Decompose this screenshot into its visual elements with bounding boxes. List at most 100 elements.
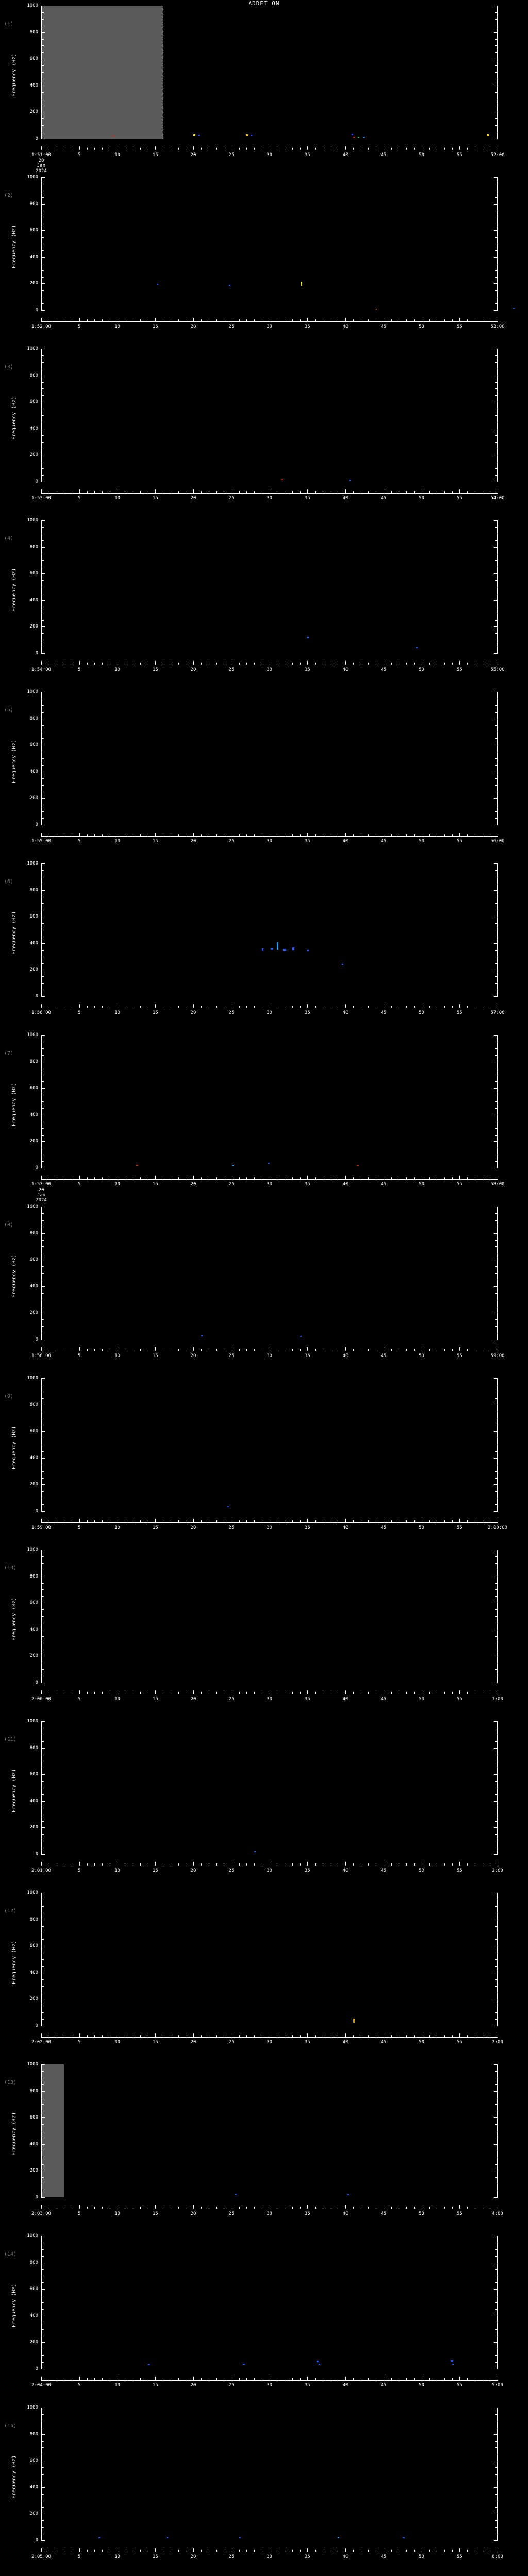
y-tick [495,2309,498,2310]
y-tick [495,1794,498,1795]
y-tick [41,2309,44,2310]
plot-area[interactable] [41,1550,498,1683]
y-tick [41,2302,44,2303]
y-tick [41,290,44,291]
plot-area[interactable] [41,2064,498,2198]
plot-area[interactable] [41,1035,498,1168]
y-tick [495,2414,498,2415]
x-tick [79,146,80,150]
x-tick [345,1519,346,1522]
x-tick [216,2207,217,2209]
x-tick [452,1520,453,1522]
plot-area[interactable] [41,2236,498,2369]
y-tick [41,785,44,786]
x-tick [87,2035,88,2037]
y-tick [495,1326,498,1327]
x-tick [307,318,308,321]
y-tick-label: 1000 [27,1204,38,1209]
x-tick-label: 45 [381,2040,387,2045]
x-tick [94,1520,95,1522]
x-tick [444,2207,445,2209]
spectrogram-panel: 1000 800 600 400 200 0 Frequency (Hz) (5) 1:55:0… [0,689,528,863]
x-tick-label: 57:00 [490,1010,505,1015]
x-tick [300,1863,301,1866]
y-tick-label: 1000 [27,861,38,866]
y-tick [494,1233,498,1234]
y-tick [41,2256,44,2257]
y-tick [495,963,498,964]
plot-area[interactable] [41,863,498,997]
plot-area[interactable] [41,6,498,139]
x-tick [201,1177,202,1179]
panel-index-label: (5) [4,707,14,713]
plot-area[interactable] [41,177,515,311]
x-tick-label: 5 [78,1353,81,1359]
x-tick [452,1863,453,1866]
x-tick-label: 5 [78,1525,81,1530]
y-tick [495,811,498,812]
plot-area[interactable] [41,692,498,825]
y-tick [41,1741,44,1742]
y-tick [41,19,44,20]
x-tick [406,1349,407,1351]
x-tick [79,2377,80,2380]
x-tick [459,661,460,665]
y-tick [41,1471,44,1472]
y-tick [41,1596,44,1597]
x-tick-label: 5 [78,667,81,672]
y-tick [41,2012,44,2013]
plot-area[interactable] [41,1378,498,1512]
y-tick [494,520,498,521]
plot-area[interactable] [41,2408,498,2541]
plot-area[interactable] [41,1721,498,1855]
y-axis-label: Frequency (Hz) [11,1597,17,1641]
x-tick-label: 55 [456,1697,463,1702]
x-tick-label: 45 [381,152,387,158]
panel-index-label: (15) [4,2423,17,2429]
y-axis-label: Frequency (Hz) [11,911,17,955]
y-tick-label: 800 [29,544,38,550]
x-tick [94,663,95,665]
x-tick [444,2378,445,2380]
y-tick-label: 0 [35,2366,38,2371]
x-tick [307,1004,308,1008]
x-tick [102,1863,103,1866]
plot-area[interactable] [41,1893,498,2026]
y-tick-label: 800 [29,372,38,378]
y-tick-label: 1000 [27,689,38,694]
x-tick [414,148,415,150]
y-tick [41,362,44,363]
y-tick [41,1491,44,1492]
plot-area[interactable] [41,349,498,482]
plot-area[interactable] [41,520,498,654]
x-tick [201,1349,202,1351]
y-tick [495,560,498,561]
date-stamp: 20 Jan 2024 [36,158,47,174]
x-tick-label: 55 [456,1010,463,1015]
y-tick [495,1213,498,1214]
x-tick [444,319,445,321]
y-tick [41,943,45,944]
x-tick-label: 25 [228,2383,235,2388]
x-tick [452,663,453,665]
x-tick-label: 3:00 [492,2040,503,2045]
x-tick [444,491,445,493]
y-tick [494,2540,498,2541]
plot-area[interactable] [41,1207,498,1340]
y-tick [41,890,45,891]
x-tick [345,1176,346,1179]
x-tick [414,1006,415,1008]
x-tick [246,663,248,665]
panel-index-label: (1) [4,21,14,27]
y-tick [41,811,44,812]
x-tick [444,2035,445,2037]
x-tick-label: 25 [228,152,235,158]
detection-point [416,647,418,648]
y-tick [41,2540,45,2541]
x-tick [391,1863,392,1866]
x-tick-label: 55 [456,152,463,158]
x-tick [368,2207,369,2209]
y-tick [494,1774,498,1775]
y-tick [495,2269,498,2270]
y-tick [41,388,44,389]
